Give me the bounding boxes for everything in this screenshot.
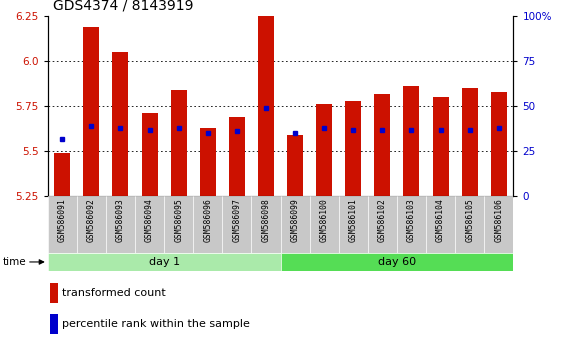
Bar bbox=[164, 196, 193, 253]
Text: GSM586104: GSM586104 bbox=[436, 198, 445, 242]
Text: GSM586096: GSM586096 bbox=[203, 198, 212, 242]
Bar bbox=[54, 153, 70, 196]
Text: day 60: day 60 bbox=[378, 257, 416, 267]
Bar bbox=[397, 196, 426, 253]
Bar bbox=[77, 196, 106, 253]
Bar bbox=[339, 196, 368, 253]
Text: GSM586102: GSM586102 bbox=[378, 198, 387, 242]
Bar bbox=[112, 52, 128, 196]
Text: transformed count: transformed count bbox=[62, 288, 166, 298]
Text: GDS4374 / 8143919: GDS4374 / 8143919 bbox=[53, 0, 194, 12]
Bar bbox=[48, 253, 280, 271]
Bar bbox=[491, 92, 507, 196]
Text: GSM586094: GSM586094 bbox=[145, 198, 154, 242]
Bar bbox=[251, 196, 280, 253]
Bar bbox=[141, 113, 158, 196]
Text: GSM586095: GSM586095 bbox=[174, 198, 183, 242]
Text: GSM586097: GSM586097 bbox=[232, 198, 241, 242]
Bar bbox=[258, 16, 274, 196]
Text: GSM586100: GSM586100 bbox=[320, 198, 329, 242]
Text: GSM586093: GSM586093 bbox=[116, 198, 125, 242]
Text: GSM586099: GSM586099 bbox=[291, 198, 300, 242]
Bar bbox=[310, 196, 339, 253]
Bar bbox=[484, 196, 513, 253]
Bar bbox=[193, 196, 222, 253]
Text: percentile rank within the sample: percentile rank within the sample bbox=[62, 319, 250, 329]
Text: GSM586092: GSM586092 bbox=[87, 198, 96, 242]
Bar bbox=[368, 196, 397, 253]
Text: GSM586103: GSM586103 bbox=[407, 198, 416, 242]
Bar bbox=[50, 283, 58, 303]
Bar bbox=[222, 196, 251, 253]
Text: GSM586105: GSM586105 bbox=[465, 198, 474, 242]
Bar bbox=[106, 196, 135, 253]
Bar bbox=[229, 117, 245, 196]
Bar bbox=[48, 196, 77, 253]
Bar bbox=[462, 88, 477, 196]
Bar bbox=[280, 253, 513, 271]
Text: GSM586101: GSM586101 bbox=[349, 198, 358, 242]
Bar bbox=[280, 196, 310, 253]
Text: GSM586091: GSM586091 bbox=[58, 198, 67, 242]
Bar bbox=[84, 27, 99, 196]
Text: GSM586106: GSM586106 bbox=[494, 198, 503, 242]
Bar bbox=[287, 135, 303, 196]
Bar bbox=[433, 97, 449, 196]
Text: day 1: day 1 bbox=[149, 257, 180, 267]
Bar bbox=[426, 196, 455, 253]
Bar bbox=[50, 314, 58, 334]
Text: GSM586098: GSM586098 bbox=[261, 198, 270, 242]
Bar bbox=[403, 86, 420, 196]
Bar bbox=[200, 128, 216, 196]
Bar bbox=[316, 104, 332, 196]
Bar bbox=[345, 101, 361, 196]
Bar bbox=[455, 196, 484, 253]
Bar bbox=[374, 93, 390, 196]
Bar bbox=[135, 196, 164, 253]
Bar bbox=[171, 90, 187, 196]
Text: time: time bbox=[3, 257, 26, 267]
